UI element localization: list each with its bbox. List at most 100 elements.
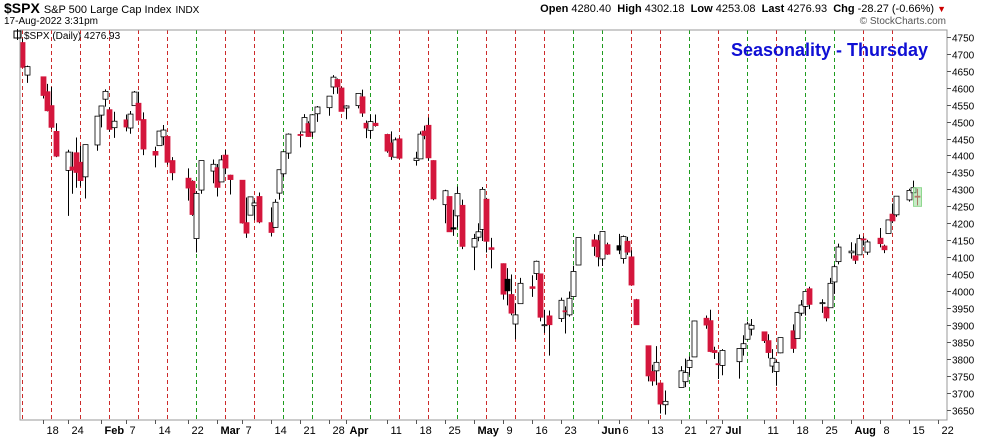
candle-body <box>508 294 515 314</box>
y-tick-label: 3650 <box>952 407 975 418</box>
candle-body <box>512 314 519 325</box>
y-tick-label: 3800 <box>952 356 975 367</box>
candle-body <box>239 179 246 224</box>
candle-body <box>82 144 89 178</box>
candle-body <box>575 237 582 266</box>
candle-body <box>193 193 200 239</box>
candle-body <box>198 160 205 191</box>
x-tick-label: 15 <box>913 425 925 437</box>
candle-body <box>413 157 420 161</box>
y-tick-label: 4200 <box>952 220 975 231</box>
x-tick-label: 25 <box>826 425 838 437</box>
x-tick-label: 21 <box>304 425 316 437</box>
candle-body <box>628 256 635 286</box>
last-value: 4276.93 <box>787 3 828 15</box>
candle-body <box>864 241 871 253</box>
stockcharts-credit: © StockCharts.com <box>859 16 946 27</box>
candle-body <box>877 237 884 245</box>
low-label: Low <box>690 3 713 15</box>
candle-body <box>881 245 888 251</box>
x-tick-label: 18 <box>420 425 432 437</box>
chart-title: Seasonality - Thursday <box>731 40 928 60</box>
header-row-2: 17-Aug-2022 3:31pm © StockCharts.com <box>0 16 990 28</box>
candle-body <box>794 312 801 340</box>
candle-body <box>604 244 611 255</box>
candle-body <box>106 109 113 130</box>
candle-body <box>48 105 55 128</box>
x-tick-label: 18 <box>47 425 59 437</box>
candle-body <box>471 238 478 248</box>
axes: 3650 3700 3750 3800 3850 3900 3950 4000 4050 4100… <box>19 29 975 437</box>
candle-body <box>135 102 142 121</box>
candle-body <box>488 247 495 250</box>
candle-body <box>334 79 341 88</box>
candle-body <box>222 154 229 169</box>
candle-body <box>111 120 118 129</box>
candle-body <box>624 240 631 253</box>
chg-label: Chg <box>833 3 855 15</box>
candle-body <box>823 306 830 319</box>
candle-body <box>773 361 780 372</box>
chg-value: -28.27 (-0.66%) <box>857 3 935 15</box>
candle-body <box>806 288 813 305</box>
candle-body <box>44 91 51 112</box>
candle-body <box>160 129 167 138</box>
candle-body <box>653 361 660 372</box>
x-tick-label: 14 <box>159 425 171 437</box>
candle-body <box>827 282 834 309</box>
candle-body <box>906 190 913 201</box>
candle-body <box>164 136 171 163</box>
candle-body <box>19 42 26 68</box>
x-tick-label: 25 <box>449 425 461 437</box>
x-tick-label: Feb <box>105 425 125 437</box>
candle-body <box>537 273 544 318</box>
y-tick-label: 3900 <box>952 322 975 333</box>
open-label: Open <box>540 3 569 15</box>
candle-body <box>848 250 855 254</box>
candle-body <box>860 238 867 241</box>
index-description: S&P 500 Large Cap Index <box>43 4 172 16</box>
candle-body <box>372 122 379 127</box>
y-tick-label: 4350 <box>952 169 975 180</box>
y-tick-label: 3950 <box>952 305 975 316</box>
y-tick-label: 3750 <box>952 373 975 384</box>
legend-label: $SPX (Daily) 4276.93 <box>24 31 121 42</box>
candle-body <box>748 324 755 330</box>
x-tick-label: 22 <box>942 425 954 437</box>
x-tick-label: Jul <box>726 425 742 437</box>
candle-body <box>425 124 432 159</box>
x-tick-label: Mar <box>221 425 241 437</box>
y-tick-label: 4550 <box>952 102 975 113</box>
candle-body <box>338 87 345 112</box>
candle-body <box>272 201 279 228</box>
candle-body <box>40 76 47 96</box>
candle-body <box>852 255 859 261</box>
candle-body <box>761 331 768 342</box>
x-tick-label: 6 <box>623 425 629 437</box>
x-tick-label: 16 <box>536 425 548 437</box>
candle-body <box>541 324 548 327</box>
candle-body <box>889 213 896 222</box>
candle-body <box>24 66 31 76</box>
candle-body <box>251 202 258 207</box>
y-tick-label: 4700 <box>952 51 975 62</box>
y-tick-label: 3850 <box>952 339 975 350</box>
candle-body <box>719 350 726 366</box>
candle-body <box>740 343 747 349</box>
candle-body <box>417 133 424 160</box>
x-tick-label: 24 <box>72 425 84 437</box>
high-value: 4302.18 <box>644 3 685 15</box>
y-tick-label: 4050 <box>952 271 975 282</box>
candle-body <box>53 130 60 157</box>
x-tick-label: 7 <box>246 425 252 437</box>
y-tick-label: 4000 <box>952 288 975 299</box>
candle-body <box>367 121 374 131</box>
candle-body <box>314 106 321 115</box>
x-tick-label: Jun <box>602 425 622 437</box>
candle-body <box>504 278 511 292</box>
candle-body <box>517 282 524 305</box>
candle-body <box>280 151 287 175</box>
x-tick-label: 7 <box>130 425 136 437</box>
x-tick-label: 22 <box>192 425 204 437</box>
